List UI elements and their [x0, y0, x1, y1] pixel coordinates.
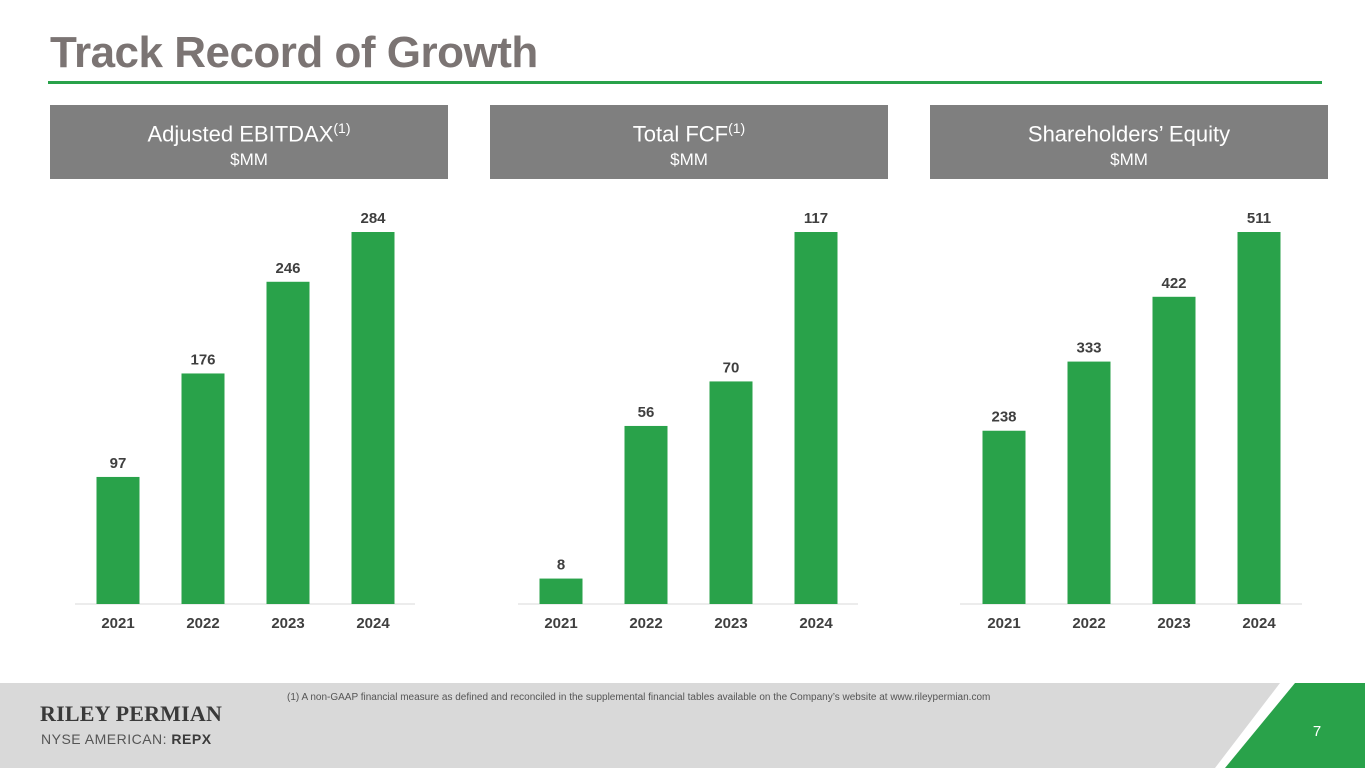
equity-data-label-2023: 422: [1161, 275, 1186, 292]
fcf-data-label-2021: 8: [557, 557, 565, 574]
fcf-data-label-2022: 56: [638, 404, 655, 421]
ebitdax-footnote-marker: (1): [333, 120, 351, 136]
fcf-tick-label-2024: 2024: [799, 615, 833, 632]
ebitdax-header-unit: $MM: [230, 150, 268, 170]
ebitdax-bar-2023: [266, 281, 310, 604]
title-divider: [48, 81, 1322, 84]
ebitdax-tick-label-2021: 2021: [101, 615, 134, 632]
equity-bar-2023: [1152, 296, 1196, 604]
equity-tick-label-2022: 2022: [1072, 615, 1105, 632]
ebitdax-data-label-2022: 176: [190, 351, 215, 368]
equity-data-label-2024: 511: [1247, 210, 1271, 227]
ebitdax-tick-label-2024: 2024: [356, 615, 390, 632]
fcf-chart-header: Total FCF(1) $MM: [490, 105, 888, 179]
fcf-data-label-2023: 70: [723, 359, 740, 376]
footer-bar: RILEY PERMIAN NYSE AMERICAN: REPX (1) A …: [0, 683, 1365, 768]
fcf-data-label-2024: 117: [804, 210, 828, 227]
fcf-footnote-marker: (1): [728, 120, 746, 136]
fcf-bar-2021: [539, 578, 583, 604]
ticker-symbol: REPX: [171, 731, 212, 747]
exchange-ticker: NYSE AMERICAN: REPX: [41, 731, 212, 747]
equity-header-title: Shareholders’ Equity: [1027, 121, 1231, 147]
ebitdax-tick-label-2022: 2022: [186, 615, 219, 632]
page-title: Track Record of Growth: [50, 28, 538, 77]
fcf-bar-2024: [794, 232, 838, 604]
ebitdax-data-label-2023: 246: [275, 260, 300, 277]
fcf-bar-2022: [624, 425, 668, 604]
ebitdax-bar-2024: [351, 232, 395, 604]
fcf-header-title: Total FCF(1): [632, 120, 746, 147]
fcf-tick-label-2022: 2022: [629, 615, 662, 632]
equity-bar-2021: [982, 430, 1026, 604]
fcf-tick-label-2021: 2021: [544, 615, 577, 632]
ebitdax-chart-header: Adjusted EBITDAX(1) $MM: [50, 105, 448, 179]
fcf-tick-label-2023: 2023: [714, 615, 747, 632]
page-number: 7: [1312, 723, 1322, 740]
bar-charts: 97 2021 176 2022 246 2023 284 2024 8 2021 56 2022 70…: [75, 210, 1302, 632]
ebitdax-data-label-2024: 284: [360, 210, 386, 227]
ebitdax-bar-2022: [181, 373, 225, 604]
equity-tick-label-2021: 2021: [987, 615, 1020, 632]
ebitdax-header-title: Adjusted EBITDAX(1): [147, 120, 351, 147]
footnote: (1) A non-GAAP financial measure as defi…: [287, 692, 991, 703]
fcf-header-unit: $MM: [670, 150, 708, 170]
fcf-bar-2023: [709, 381, 753, 604]
ebitdax-data-label-2021: 97: [110, 455, 127, 472]
corner-accent: [1215, 683, 1365, 768]
equity-bar-2022: [1067, 361, 1111, 604]
ebitdax-tick-label-2023: 2023: [271, 615, 304, 632]
equity-tick-label-2023: 2023: [1157, 615, 1190, 632]
equity-header-unit: $MM: [1110, 150, 1148, 170]
ebitdax-bar-2021: [96, 476, 140, 604]
equity-bar-2024: [1237, 232, 1281, 604]
equity-chart-header: Shareholders’ Equity $MM: [930, 105, 1328, 179]
company-logo: RILEY PERMIAN: [40, 701, 223, 726]
equity-data-label-2021: 238: [991, 409, 1016, 426]
equity-tick-label-2024: 2024: [1242, 615, 1276, 632]
equity-data-label-2022: 333: [1076, 340, 1101, 357]
